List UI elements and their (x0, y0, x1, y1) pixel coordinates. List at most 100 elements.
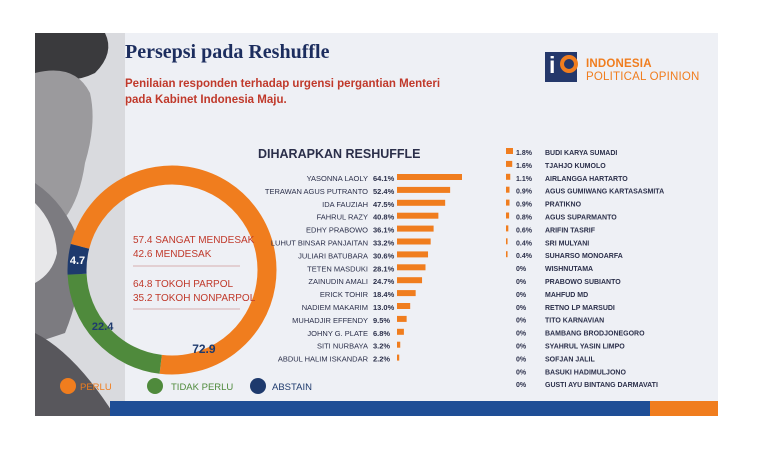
bar (397, 277, 423, 284)
bar (397, 186, 451, 193)
bar (397, 238, 431, 245)
bar-chart-others: 1.8% BUDI KARYA SUMADI 1.6% TJAHJO KUMOLO 1.… (506, 148, 664, 389)
bar-value-label: 0.8% (516, 215, 533, 222)
bar (506, 148, 513, 154)
bar (397, 341, 401, 348)
bar-value-label: 1.1% (516, 176, 533, 183)
donut-label-perlu: 72.9 (192, 342, 216, 356)
bar-value-label: 0% (516, 318, 527, 325)
bar-label: PRATIKNO (545, 202, 582, 209)
bar (506, 199, 510, 206)
bar (506, 160, 513, 167)
bar-value-label: 0.6% (516, 227, 533, 234)
bar-value-label: 13.0% (373, 303, 395, 312)
bar-chart-expected: YASONNA LAOLY 64.1% TERAWAN AGUS PUTRANTO 5… (265, 174, 462, 364)
bar-label: BASUKI HADIMULJONO (545, 369, 626, 376)
bar (506, 186, 510, 193)
bar-label: AGUS GUMIWANG KARTASASMITA (545, 189, 664, 196)
bar-value-label: 0% (516, 279, 527, 286)
bar-label: MAHFUD MD (545, 292, 588, 299)
bar-label: FAHRUL RAZY (317, 213, 368, 222)
donut-slice-tidak-perlu (67, 273, 163, 374)
donut-info: 57.4 SANGAT MENDESAK 42.6 MENDESAK 64.8 … (133, 235, 256, 310)
bar-label: JULIARI BATUBARA (298, 251, 368, 260)
bar-value-label: 6.8% (373, 329, 390, 338)
bar-label: SITI NURBAYA (317, 342, 368, 351)
bar-value-label: 0% (516, 382, 527, 389)
bar-label: GUSTI AYU BINTANG DARMAVATI (545, 382, 658, 389)
bar (506, 225, 509, 232)
donut-info-line2: 42.6 MENDESAK (133, 249, 212, 260)
bar (397, 264, 426, 271)
bar-value-label: 1.6% (516, 163, 533, 170)
bar (397, 354, 400, 361)
bar-value-label: 0% (516, 292, 527, 299)
bar-label: TITO KARNAVIAN (545, 318, 604, 325)
legend: PERLU TIDAK PERLU ABSTAIN (60, 378, 312, 394)
logo-text-line2: POLITICAL OPINION (586, 71, 700, 83)
bar-label: IDA FAUZIAH (322, 200, 368, 209)
bar-value-label: 0.4% (516, 240, 533, 247)
bar-label: BAMBANG BRODJONEGORO (545, 331, 645, 338)
bar-label: ERICK TOHIR (320, 290, 369, 299)
bar (506, 238, 508, 245)
legend-abstain-swatch (250, 378, 266, 394)
bar-value-label: 0% (516, 344, 527, 351)
bar-value-label: 0.9% (516, 202, 533, 209)
bar-value-label: 47.5% (373, 200, 395, 209)
bar (397, 290, 416, 297)
bar-value-label: 36.1% (373, 226, 395, 235)
bar-label: MUHADJIR EFFENDY (292, 316, 368, 325)
bar-label: JOHNY G. PLATE (307, 329, 368, 338)
donut-slice-abstain (67, 244, 90, 275)
bar-value-label: 18.4% (373, 290, 395, 299)
bar (397, 174, 462, 180)
bar-value-label: 52.4% (373, 187, 395, 196)
bar (397, 225, 434, 232)
bar-section-title: DIHARAPKAN RESHUFFLE (258, 147, 421, 161)
bar (506, 212, 510, 219)
legend-tidak-perlu-label: TIDAK PERLU (171, 382, 233, 393)
bar-label: ABDUL HALIM ISKANDAR (278, 355, 369, 364)
bar-label: BUDI KARYA SUMADI (545, 150, 617, 157)
bar-label: TERAWAN AGUS PUTRANTO (265, 187, 368, 196)
bar-value-label: 40.8% (373, 213, 395, 222)
bar-value-label: 0% (516, 369, 527, 376)
bar-value-label: 0% (516, 356, 527, 363)
bar-value-label: 0% (516, 266, 527, 273)
bar-value-label: 24.7% (373, 277, 395, 286)
page-subtitle: Penilaian responden terhadap urgensi per… (125, 78, 441, 106)
bar-value-label: 3.2% (373, 342, 390, 351)
bar-value-label: 0% (516, 331, 527, 338)
bar (506, 173, 511, 180)
bar-label: SRI MULYANI (545, 240, 589, 247)
bar-label: SUHARSO MONOARFA (545, 253, 623, 260)
bar-label: NADIEM MAKARIM (302, 303, 368, 312)
bar-value-label: 0.4% (516, 253, 533, 260)
bar-label: WISHNUTAMA (545, 266, 593, 273)
bar-value-label: 28.1% (373, 264, 395, 273)
logo-ring-icon (560, 55, 578, 73)
bar-value-label: 64.1% (373, 174, 395, 183)
bar-value-label: 9.5% (373, 316, 390, 325)
bar (397, 303, 411, 309)
bar-label: SYAHRUL YASIN LIMPO (545, 344, 625, 351)
bar-label: YASONNA LAOLY (307, 174, 368, 183)
bar-value-label: 0.9% (516, 189, 533, 196)
bar (397, 212, 439, 219)
bar-label: AGUS SUPARMANTO (545, 215, 617, 222)
legend-perlu-label: PERLU (80, 382, 112, 393)
bar-value-label: 33.2% (373, 239, 395, 248)
bar-label: PRABOWO SUBIANTO (545, 279, 621, 286)
background-panel (35, 33, 718, 416)
bar-label: ZAINUDIN AMALI (308, 277, 368, 286)
donut-label-tidak-perlu: 22.4 (92, 321, 114, 333)
bar-value-label: 2.2% (373, 355, 390, 364)
logo-text-line1: INDONESIA (586, 58, 652, 70)
bar-label: EDHY PRABOWO (306, 226, 368, 235)
bar-value-label: 1.8% (516, 150, 533, 157)
bar-label: ARIFIN TASRIF (545, 227, 596, 234)
page-title: Persepsi pada Reshuffle (125, 41, 330, 63)
logo-letter-i: i (549, 52, 556, 78)
